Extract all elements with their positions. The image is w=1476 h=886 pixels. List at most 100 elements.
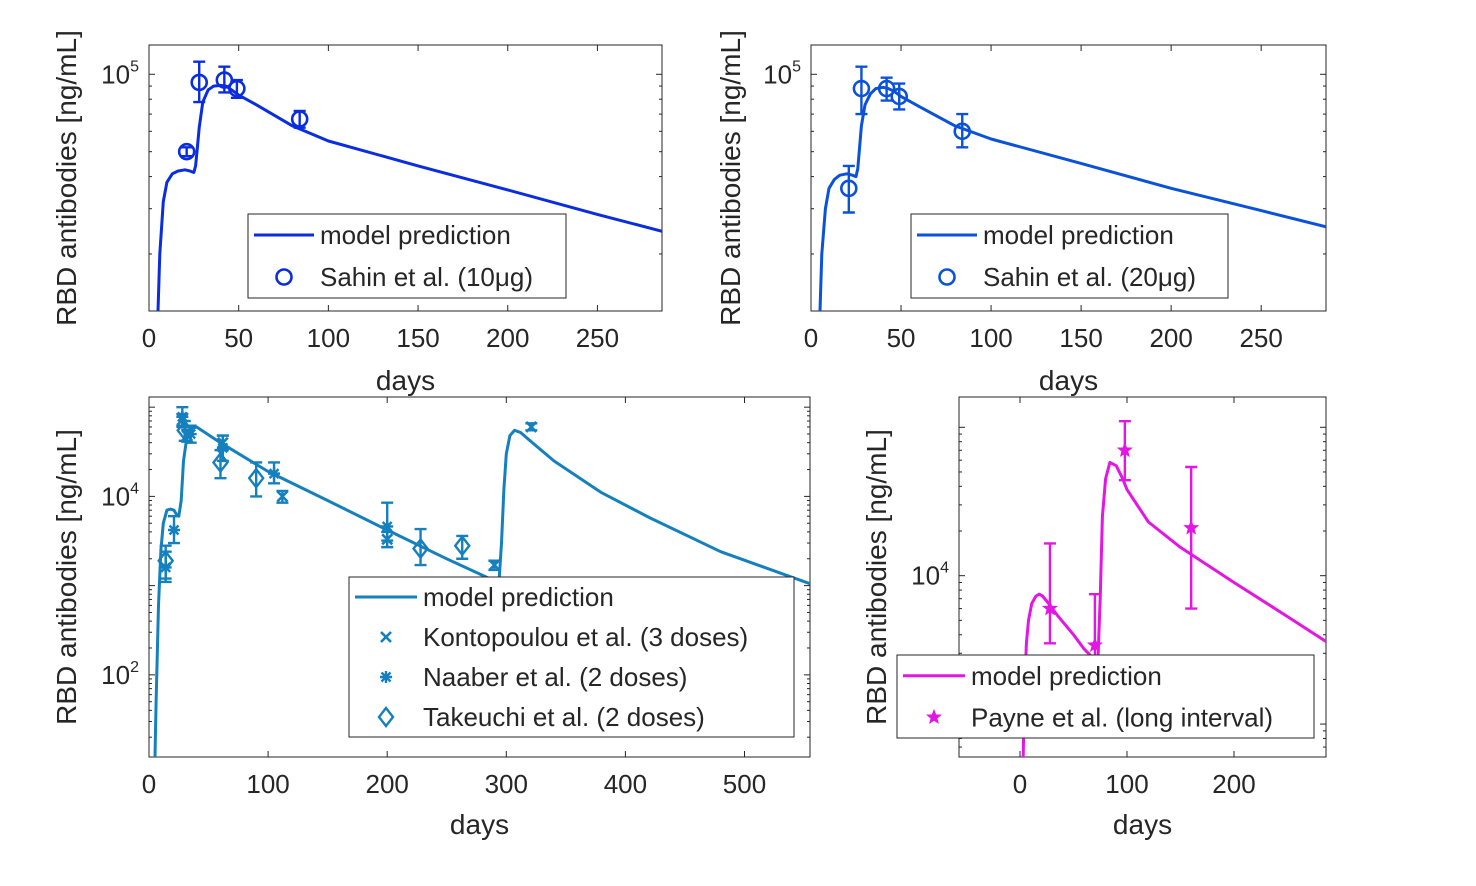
x-tick-label: 250 <box>576 323 619 353</box>
series-line-model-prediction <box>818 85 1326 311</box>
data-point-circle <box>852 79 871 98</box>
y-axis-label: RBD antibodies [ng/mL] <box>51 429 82 725</box>
legend-entry: Naaber et al. (2 doses) <box>423 662 687 692</box>
y-tick-label: 104 <box>911 560 949 591</box>
legend-entry: Kontopoulou et al. (3 doses) <box>423 622 748 652</box>
data-point-asterisk <box>381 520 394 533</box>
error-bar <box>193 60 206 104</box>
legend-marker-asterisk <box>380 671 392 683</box>
panel-bottom-left: 0 100 200 300 400 500 102 104 days RBD antibodies… <box>51 396 811 840</box>
x-tick-label: 300 <box>485 769 528 799</box>
x-axis-label: days <box>1039 365 1098 396</box>
data-point-diamond <box>176 419 194 442</box>
x-axis-label: days <box>376 365 435 396</box>
x-tick-label: 0 <box>1013 769 1027 799</box>
error-bar <box>855 65 868 116</box>
data-point-circle <box>840 179 858 198</box>
x-tick-label: 200 <box>366 769 409 799</box>
legend-marker-star <box>926 708 942 725</box>
legend-marker-x <box>380 631 392 643</box>
data-point-diamond <box>157 549 175 572</box>
x-tick-label: 500 <box>723 769 766 799</box>
error-bar <box>180 146 193 158</box>
error-bar <box>1043 542 1056 645</box>
data-point-asterisk <box>216 441 229 454</box>
data-layer <box>153 405 810 757</box>
x-tick-label: 50 <box>224 323 253 353</box>
legend-entry: model prediction <box>423 582 614 612</box>
error-bar <box>1185 465 1198 610</box>
legend-box <box>910 213 1229 299</box>
x-tick-label: 250 <box>1239 323 1282 353</box>
legend-marker-diamond <box>377 706 395 728</box>
legend-box <box>896 654 1315 739</box>
data-layer <box>818 65 1326 311</box>
data-point-circle <box>877 79 896 98</box>
data-point-star <box>1041 600 1058 616</box>
y-tick-label: 105 <box>101 58 139 89</box>
legend-marker-circle <box>938 268 956 286</box>
series-line-model-prediction <box>156 83 662 311</box>
legend-entry: Payne et al. (long interval) <box>971 702 1273 732</box>
legend-box <box>247 213 567 299</box>
x-tick-label: 150 <box>396 323 439 353</box>
x-tick-label: 200 <box>1212 769 1255 799</box>
x-tick-label: 100 <box>307 323 350 353</box>
x-tick-label: 100 <box>246 769 289 799</box>
legend: model prediction Payne et al. (long inter… <box>896 654 1315 739</box>
legend-entry: Sahin et al. (20μg) <box>983 262 1196 292</box>
legend-marker-circle <box>275 268 293 286</box>
data-point-x <box>488 559 501 571</box>
y-axis-label: RBD antibodies [ng/mL] <box>715 30 746 326</box>
x-tick-label: 0 <box>142 323 156 353</box>
legend: model prediction Kontopoulou et al. (3 do… <box>348 576 795 738</box>
legend-entry: model prediction <box>320 220 511 250</box>
data-point-diamond <box>211 451 229 474</box>
x-tick-label: 0 <box>142 769 156 799</box>
legend-entry: Takeuchi et al. (2 doses) <box>423 702 705 732</box>
data-point-circle <box>953 122 972 141</box>
panel-top-left: 0 50 100 150 200 250 105 days RBD antibodies [ng… <box>51 30 663 396</box>
data-point-x <box>525 421 538 433</box>
y-axis-label: RBD antibodies [ng/mL] <box>861 429 892 725</box>
legend: model prediction Sahin et al. (10μg) <box>247 213 567 299</box>
data-point-circle <box>177 142 196 161</box>
data-point-diamond <box>453 534 471 557</box>
data-point-asterisk <box>176 410 189 423</box>
data-point-circle <box>890 87 909 106</box>
data-point-diamond <box>412 537 430 560</box>
error-bar <box>842 164 855 214</box>
legend: model prediction Sahin et al. (20μg) <box>910 213 1229 299</box>
legend-entry: model prediction <box>983 220 1174 250</box>
x-tick-label: 100 <box>969 323 1012 353</box>
x-tick-label: 400 <box>604 769 647 799</box>
legend-entry: model prediction <box>971 661 1162 691</box>
series-line-model-prediction <box>153 425 810 757</box>
data-point-circle <box>190 73 209 92</box>
y-tick-label: 102 <box>101 659 139 690</box>
data-point-star <box>1183 519 1200 535</box>
legend-box <box>348 576 795 738</box>
data-layer <box>156 60 662 311</box>
data-point-circle <box>228 79 246 98</box>
x-tick-label: 0 <box>804 323 818 353</box>
x-axis-label: days <box>1113 809 1172 840</box>
data-point-star <box>1086 636 1103 652</box>
data-point-star <box>1116 441 1133 458</box>
data-point-asterisk <box>184 428 197 441</box>
y-tick-label: 104 <box>101 480 139 511</box>
data-point-diamond <box>247 467 265 490</box>
x-tick-label: 100 <box>1105 769 1148 799</box>
y-axis-label: RBD antibodies [ng/mL] <box>51 30 82 326</box>
x-tick-label: 50 <box>887 323 916 353</box>
legend-entry: Sahin et al. (10μg) <box>320 262 533 292</box>
panel-top-right: 0 50 100 150 200 250 105 days RBD antibodies [ng… <box>715 30 1327 396</box>
data-point-asterisk <box>168 524 181 537</box>
data-point-asterisk <box>268 467 281 480</box>
x-tick-label: 200 <box>486 323 529 353</box>
data-point-x <box>276 490 289 503</box>
x-tick-label: 150 <box>1059 323 1102 353</box>
error-bar <box>956 112 969 149</box>
